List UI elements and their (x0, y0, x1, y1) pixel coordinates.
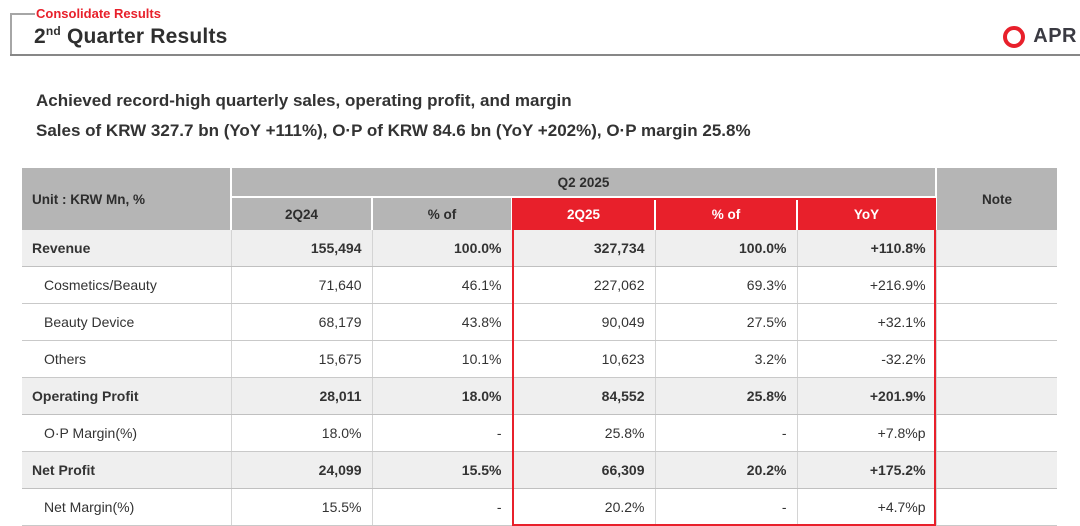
value-cell: 25.8% (512, 414, 656, 452)
table-row: Net Profit 24,099 15.5% 66,309 20.2% +17… (22, 451, 1058, 489)
results-table: Unit : KRW Mn, % Q2 2025 Note 2Q24 % of … (22, 168, 1058, 526)
row-label: Revenue (22, 230, 232, 267)
value-cell: 20.2% (512, 488, 656, 526)
column-header-pct-of-2q24: % of (371, 197, 512, 230)
value-cell: 69.3% (655, 266, 798, 304)
row-label: Net Margin(%) (22, 488, 232, 526)
section-eyebrow: Consolidate Results (36, 6, 161, 21)
value-cell: 327,734 (512, 230, 656, 267)
note-cell (936, 414, 1058, 452)
logo-text: APR (1033, 25, 1077, 47)
table-row: Operating Profit 28,011 18.0% 84,552 25.… (22, 377, 1058, 415)
title-bracket-vertical (10, 13, 12, 55)
title-text: Quarter Results (60, 25, 228, 48)
summary-block: Achieved record-high quarterly sales, op… (36, 86, 751, 146)
table-row: Others 15,675 10.1% 10,623 3.2% -32.2% (22, 340, 1058, 378)
value-cell: - (655, 414, 798, 452)
summary-line-2: Sales of KRW 327.7 bn (YoY +111%), O·P o… (36, 121, 751, 140)
value-cell: +175.2% (797, 451, 937, 489)
results-table-wrap: Unit : KRW Mn, % Q2 2025 Note 2Q24 % of … (22, 168, 1058, 526)
header-divider (10, 54, 1080, 56)
row-label: Net Profit (22, 451, 232, 489)
unit-label-cell: Unit : KRW Mn, % (22, 168, 231, 230)
value-cell: 155,494 (231, 230, 373, 267)
value-cell: - (372, 488, 513, 526)
value-cell: 3.2% (655, 340, 798, 378)
value-cell: 46.1% (372, 266, 513, 304)
company-logo: APR (1003, 25, 1077, 48)
note-cell (936, 377, 1058, 415)
note-cell (936, 230, 1058, 267)
value-cell: 18.0% (372, 377, 513, 415)
table-body: Revenue 155,494 100.0% 327,734 100.0% +1… (22, 230, 1058, 526)
page-title: 2nd Quarter Results (34, 24, 228, 49)
row-label: Operating Profit (22, 377, 232, 415)
value-cell: 100.0% (655, 230, 798, 267)
value-cell: 71,640 (231, 266, 373, 304)
title-number: 2 (34, 25, 46, 48)
table-row: Revenue 155,494 100.0% 327,734 100.0% +1… (22, 230, 1058, 267)
row-label: Beauty Device (22, 303, 232, 341)
value-cell: +32.1% (797, 303, 937, 341)
note-header-cell: Note (935, 168, 1058, 230)
value-cell: 18.0% (231, 414, 373, 452)
value-cell: 15.5% (372, 451, 513, 489)
logo-ring-icon (1003, 25, 1026, 48)
value-cell: 84,552 (512, 377, 656, 415)
column-header-yoy: YoY (795, 197, 937, 230)
table-row: Net Margin(%) 15.5% - 20.2% - +4.7%p (22, 488, 1058, 526)
value-cell: 90,049 (512, 303, 656, 341)
note-cell (936, 451, 1058, 489)
value-cell: 27.5% (655, 303, 798, 341)
value-cell: -32.2% (797, 340, 937, 378)
title-ordinal-suffix: nd (45, 24, 61, 38)
value-cell: 43.8% (372, 303, 513, 341)
table-header-sub-row: 2Q24 % of 2Q25 % of YoY (22, 197, 1057, 230)
value-cell: 15,675 (231, 340, 373, 378)
value-cell: 25.8% (655, 377, 798, 415)
value-cell: - (655, 488, 798, 526)
value-cell: 100.0% (372, 230, 513, 267)
value-cell: 68,179 (231, 303, 373, 341)
value-cell: 66,309 (512, 451, 656, 489)
value-cell: +7.8%p (797, 414, 937, 452)
row-label: Cosmetics/Beauty (22, 266, 232, 304)
value-cell: 24,099 (231, 451, 373, 489)
value-cell: +216.9% (797, 266, 937, 304)
table-row: O·P Margin(%) 18.0% - 25.8% - +7.8%p (22, 414, 1058, 452)
note-cell (936, 488, 1058, 526)
note-cell (936, 340, 1058, 378)
table-row: Beauty Device 68,179 43.8% 90,049 27.5% … (22, 303, 1058, 341)
value-cell: 28,011 (231, 377, 373, 415)
column-header-2q24: 2Q24 (230, 197, 372, 230)
value-cell: +201.9% (797, 377, 937, 415)
value-cell: +110.8% (797, 230, 937, 267)
column-header-pct-of-2q25: % of (654, 197, 797, 230)
value-cell: 20.2% (655, 451, 798, 489)
value-cell: 15.5% (231, 488, 373, 526)
title-bracket-horizontal (10, 13, 35, 15)
row-label: Others (22, 340, 232, 378)
group-header-cell: Q2 2025 (229, 168, 937, 198)
summary-line-1: Achieved record-high quarterly sales, op… (36, 91, 572, 110)
note-cell (936, 266, 1058, 304)
value-cell: - (372, 414, 513, 452)
value-cell: 227,062 (512, 266, 656, 304)
table-row: Cosmetics/Beauty 71,640 46.1% 227,062 69… (22, 266, 1058, 304)
row-label: O·P Margin(%) (22, 414, 232, 452)
note-cell (936, 303, 1058, 341)
value-cell: 10,623 (512, 340, 656, 378)
value-cell: 10.1% (372, 340, 513, 378)
table-header-group-row: Unit : KRW Mn, % Q2 2025 Note (22, 168, 1058, 230)
value-cell: +4.7%p (797, 488, 937, 526)
column-header-2q25: 2Q25 (511, 197, 655, 230)
